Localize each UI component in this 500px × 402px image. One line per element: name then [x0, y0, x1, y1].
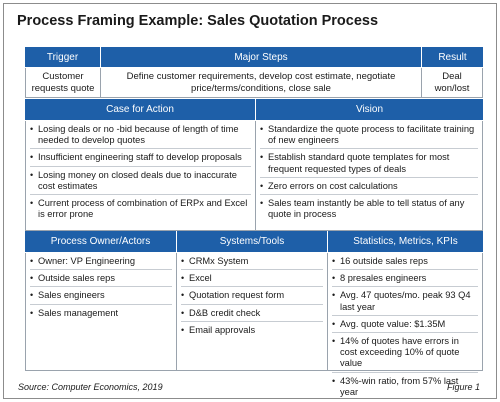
- process-owner-list: Owner: VP Engineering Outside sales reps…: [30, 256, 172, 321]
- result-header: Result: [422, 47, 483, 68]
- list-item: 14% of quotes have errors in cost exceed…: [332, 336, 478, 373]
- list-item: Owner: VP Engineering: [30, 256, 172, 271]
- systems-tools-list: CRMx System Excel Quotation request form…: [181, 256, 323, 338]
- list-item: Outside sales reps: [30, 273, 172, 288]
- case-for-action-cell: Losing deals or no -bid because of lengt…: [25, 121, 256, 231]
- statistics-cell: 16 outside sales reps 8 presales enginee…: [328, 253, 483, 397]
- systems-tools-header: Systems/Tools: [177, 231, 328, 253]
- list-item: Establish standard quote templates for m…: [260, 152, 478, 178]
- major-steps-header: Major Steps: [101, 47, 422, 68]
- case-for-action-list: Losing deals or no -bid because of lengt…: [30, 124, 251, 222]
- owner-systems-stats-table: Process Owner/Actors Systems/Tools Stati…: [25, 231, 483, 397]
- figure-title: Process Framing Example: Sales Quotation…: [17, 13, 379, 29]
- list-item: Sales team instantly be able to tell sta…: [260, 198, 478, 222]
- vision-list: Standardize the quote process to facilit…: [260, 124, 478, 222]
- list-item: Losing deals or no -bid because of lengt…: [30, 124, 251, 150]
- case-for-action-header: Case for Action: [25, 99, 256, 121]
- case-vision-table: Case for Action Vision Losing deals or n…: [25, 99, 483, 231]
- statistics-list: 16 outside sales reps 8 presales enginee…: [332, 256, 478, 400]
- list-item: Insufficient engineering staff to develo…: [30, 152, 251, 167]
- list-item: Avg. 47 quotes/mo. peak 93 Q4 last year: [332, 290, 478, 316]
- list-item: Current process of combination of ERPx a…: [30, 198, 251, 222]
- list-item: Avg. quote value: $1.35M: [332, 319, 478, 334]
- figure-frame: Process Framing Example: Sales Quotation…: [3, 3, 497, 399]
- list-item: Email approvals: [181, 325, 323, 338]
- list-item: 16 outside sales reps: [332, 256, 478, 271]
- list-item: Losing money on closed deals due to inac…: [30, 170, 251, 196]
- trigger-header: Trigger: [25, 47, 101, 68]
- process-owner-header: Process Owner/Actors: [25, 231, 177, 253]
- source-note: Source: Computer Economics, 2019: [18, 382, 163, 392]
- trigger-cell: Customer requests quote: [25, 68, 101, 98]
- statistics-header: Statistics, Metrics, KPIs: [328, 231, 483, 253]
- list-item: 43%-win ratio, from 57% last year: [332, 376, 478, 400]
- process-owner-cell: Owner: VP Engineering Outside sales reps…: [25, 253, 177, 371]
- figure-label: Figure 1: [446, 382, 480, 392]
- list-item: CRMx System: [181, 256, 323, 271]
- list-item: Sales management: [30, 308, 172, 321]
- trigger-steps-result-table: Trigger Major Steps Result Customer requ…: [25, 47, 483, 98]
- list-item: Excel: [181, 273, 323, 288]
- vision-header: Vision: [256, 99, 483, 121]
- systems-tools-cell: CRMx System Excel Quotation request form…: [177, 253, 328, 371]
- list-item: Sales engineers: [30, 290, 172, 305]
- vision-cell: Standardize the quote process to facilit…: [256, 121, 483, 231]
- result-cell: Deal won/lost: [422, 68, 483, 98]
- list-item: Zero errors on cost calculations: [260, 181, 478, 196]
- list-item: Standardize the quote process to facilit…: [260, 124, 478, 150]
- major-steps-cell: Define customer requirements, develop co…: [101, 68, 422, 98]
- list-item: 8 presales engineers: [332, 273, 478, 288]
- list-item: D&B credit check: [181, 308, 323, 322]
- list-item: Quotation request form: [181, 290, 323, 305]
